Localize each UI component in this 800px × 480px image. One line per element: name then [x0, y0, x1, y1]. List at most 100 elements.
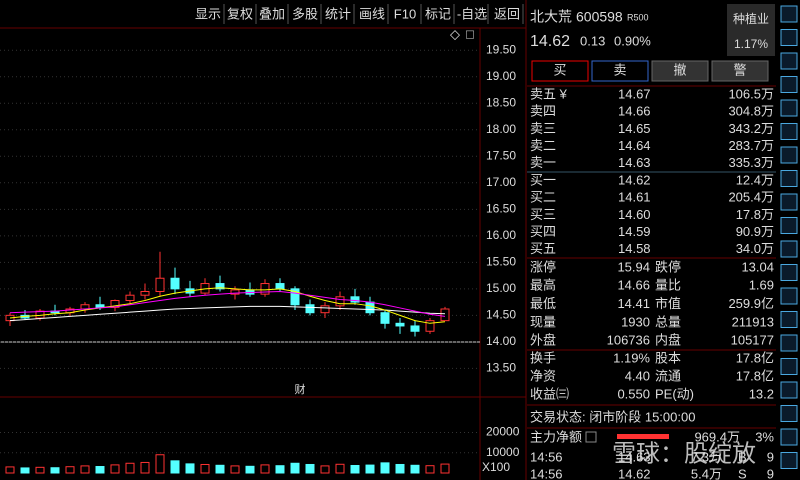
tick-time: 14:56 [530, 449, 563, 464]
flow-icon[interactable] [585, 431, 597, 443]
toolbar-button[interactable]: -自选 [457, 6, 487, 21]
sidebar-icon[interactable] [780, 29, 798, 46]
action-label[interactable]: 警 [733, 62, 746, 77]
sidebar-icon[interactable] [780, 76, 798, 93]
volume-bar [350, 464, 360, 474]
book-label: 买二 [530, 190, 556, 205]
book-price: 14.65 [618, 121, 651, 136]
book-label: 买一 [530, 172, 556, 187]
volume-bar [215, 464, 225, 474]
candle-body [410, 325, 420, 332]
action-button[interactable] [651, 60, 709, 82]
sidebar-icon[interactable] [780, 381, 798, 399]
candle-body [275, 283, 285, 290]
toolbar-button[interactable]: 叠加 [259, 6, 285, 21]
candle-body [335, 296, 345, 307]
stat-value: 17.8亿 [736, 368, 774, 383]
sidebar-icon[interactable] [780, 217, 798, 234]
candle-body [140, 290, 150, 296]
sidebar-icon[interactable] [780, 264, 798, 281]
volume-unit: X100 [482, 460, 510, 474]
volume-bar [50, 467, 60, 474]
sidebar-icon[interactable] [780, 452, 798, 469]
volume-bar [290, 462, 300, 474]
toolbar-button[interactable]: 画线 [359, 6, 385, 21]
action-label[interactable]: 撤 [673, 62, 686, 77]
sidebar-icon[interactable] [780, 240, 798, 258]
stat-label: 收益㈢ [530, 386, 569, 401]
sidebar-icon[interactable] [780, 311, 798, 328]
book-volume: 12.4万 [736, 172, 774, 187]
sidebar-icon[interactable] [780, 193, 798, 211]
badge: R500 [627, 12, 649, 22]
candle-body [305, 304, 315, 314]
sidebar-icon[interactable] [780, 334, 798, 352]
icon[interactable]: ◇ [450, 26, 460, 41]
action-button[interactable] [591, 60, 649, 82]
stat-value: 0.550 [617, 386, 650, 401]
sidebar-icon[interactable] [780, 287, 798, 305]
stat-label: 市值 [655, 296, 681, 311]
book-price: 14.67 [618, 86, 651, 101]
stock-code: 600598 [576, 9, 623, 25]
action-label[interactable]: 卖 [613, 62, 626, 77]
sidebar-icon[interactable] [780, 146, 798, 164]
book-label: 卖三 [530, 121, 556, 136]
sidebar-icon[interactable] [780, 358, 798, 375]
stat-value: 105177 [731, 333, 774, 348]
moving-average [9, 305, 446, 322]
volume-bar [110, 464, 120, 474]
sidebar-icon[interactable] [780, 52, 798, 70]
book-volume: 343.2万 [728, 121, 774, 136]
y-tick-label: 13.50 [486, 361, 516, 375]
toolbar-button[interactable]: 标记 [425, 6, 451, 21]
stat-value: 13.2 [749, 386, 774, 401]
stat-label: 内盘 [655, 333, 681, 348]
candle-body [290, 288, 300, 306]
sidebar-icon[interactable] [780, 99, 798, 117]
toolbar-button[interactable]: 显示 [195, 6, 221, 21]
tick-price: 14.62 [618, 466, 651, 480]
toolbar-button[interactable]: 返回 [494, 6, 520, 21]
candle-body [425, 320, 435, 332]
toolbar-button[interactable]: 统计 [325, 6, 351, 21]
volume-bar [260, 464, 270, 474]
volume-bar [335, 463, 345, 474]
y-tick-label: 18.50 [486, 95, 516, 109]
toolbar-button[interactable]: F10 [394, 6, 416, 21]
stat-label: 最高 [530, 278, 556, 293]
stat-value: 211913 [732, 314, 774, 329]
sidebar-icon[interactable] [780, 428, 798, 446]
book-volume: 304.8万 [728, 104, 774, 119]
change: 0.13 [580, 33, 605, 48]
y-tick-label: 16.00 [486, 228, 516, 242]
book-price: 14.61 [618, 190, 651, 205]
action-button[interactable] [711, 60, 769, 82]
event-marker[interactable]: 财 [295, 382, 306, 396]
candle-body [95, 304, 105, 308]
icon[interactable]: □ [466, 26, 474, 41]
volume-bar [380, 462, 390, 474]
stat-label: 股本 [655, 350, 681, 365]
book-volume: 335.3万 [728, 155, 774, 170]
sidebar-icon[interactable] [780, 5, 798, 23]
volume-bar [185, 463, 195, 474]
toolbar-button[interactable]: 复权 [227, 6, 253, 21]
action-button[interactable] [531, 60, 589, 82]
book-price: 14.63 [618, 155, 651, 170]
candle-body [380, 312, 390, 324]
sidebar-icon[interactable] [780, 123, 798, 140]
stat-label: PE(动) [655, 386, 694, 401]
toolbar-button[interactable]: 多股 [292, 6, 318, 21]
sidebar-icon[interactable] [780, 170, 798, 187]
volume-bar [440, 463, 450, 474]
stat-value: 17.8亿 [736, 350, 774, 365]
stat-label: 跌停 [655, 259, 681, 274]
candle-body [215, 283, 225, 290]
flow-pct: 3% [755, 429, 774, 444]
action-label[interactable]: 买 [553, 62, 566, 77]
industry-box[interactable] [727, 4, 775, 56]
stat-value: 4.40 [625, 368, 650, 383]
y-tick-label: 14.50 [486, 308, 516, 322]
sidebar-icon[interactable] [780, 405, 798, 422]
